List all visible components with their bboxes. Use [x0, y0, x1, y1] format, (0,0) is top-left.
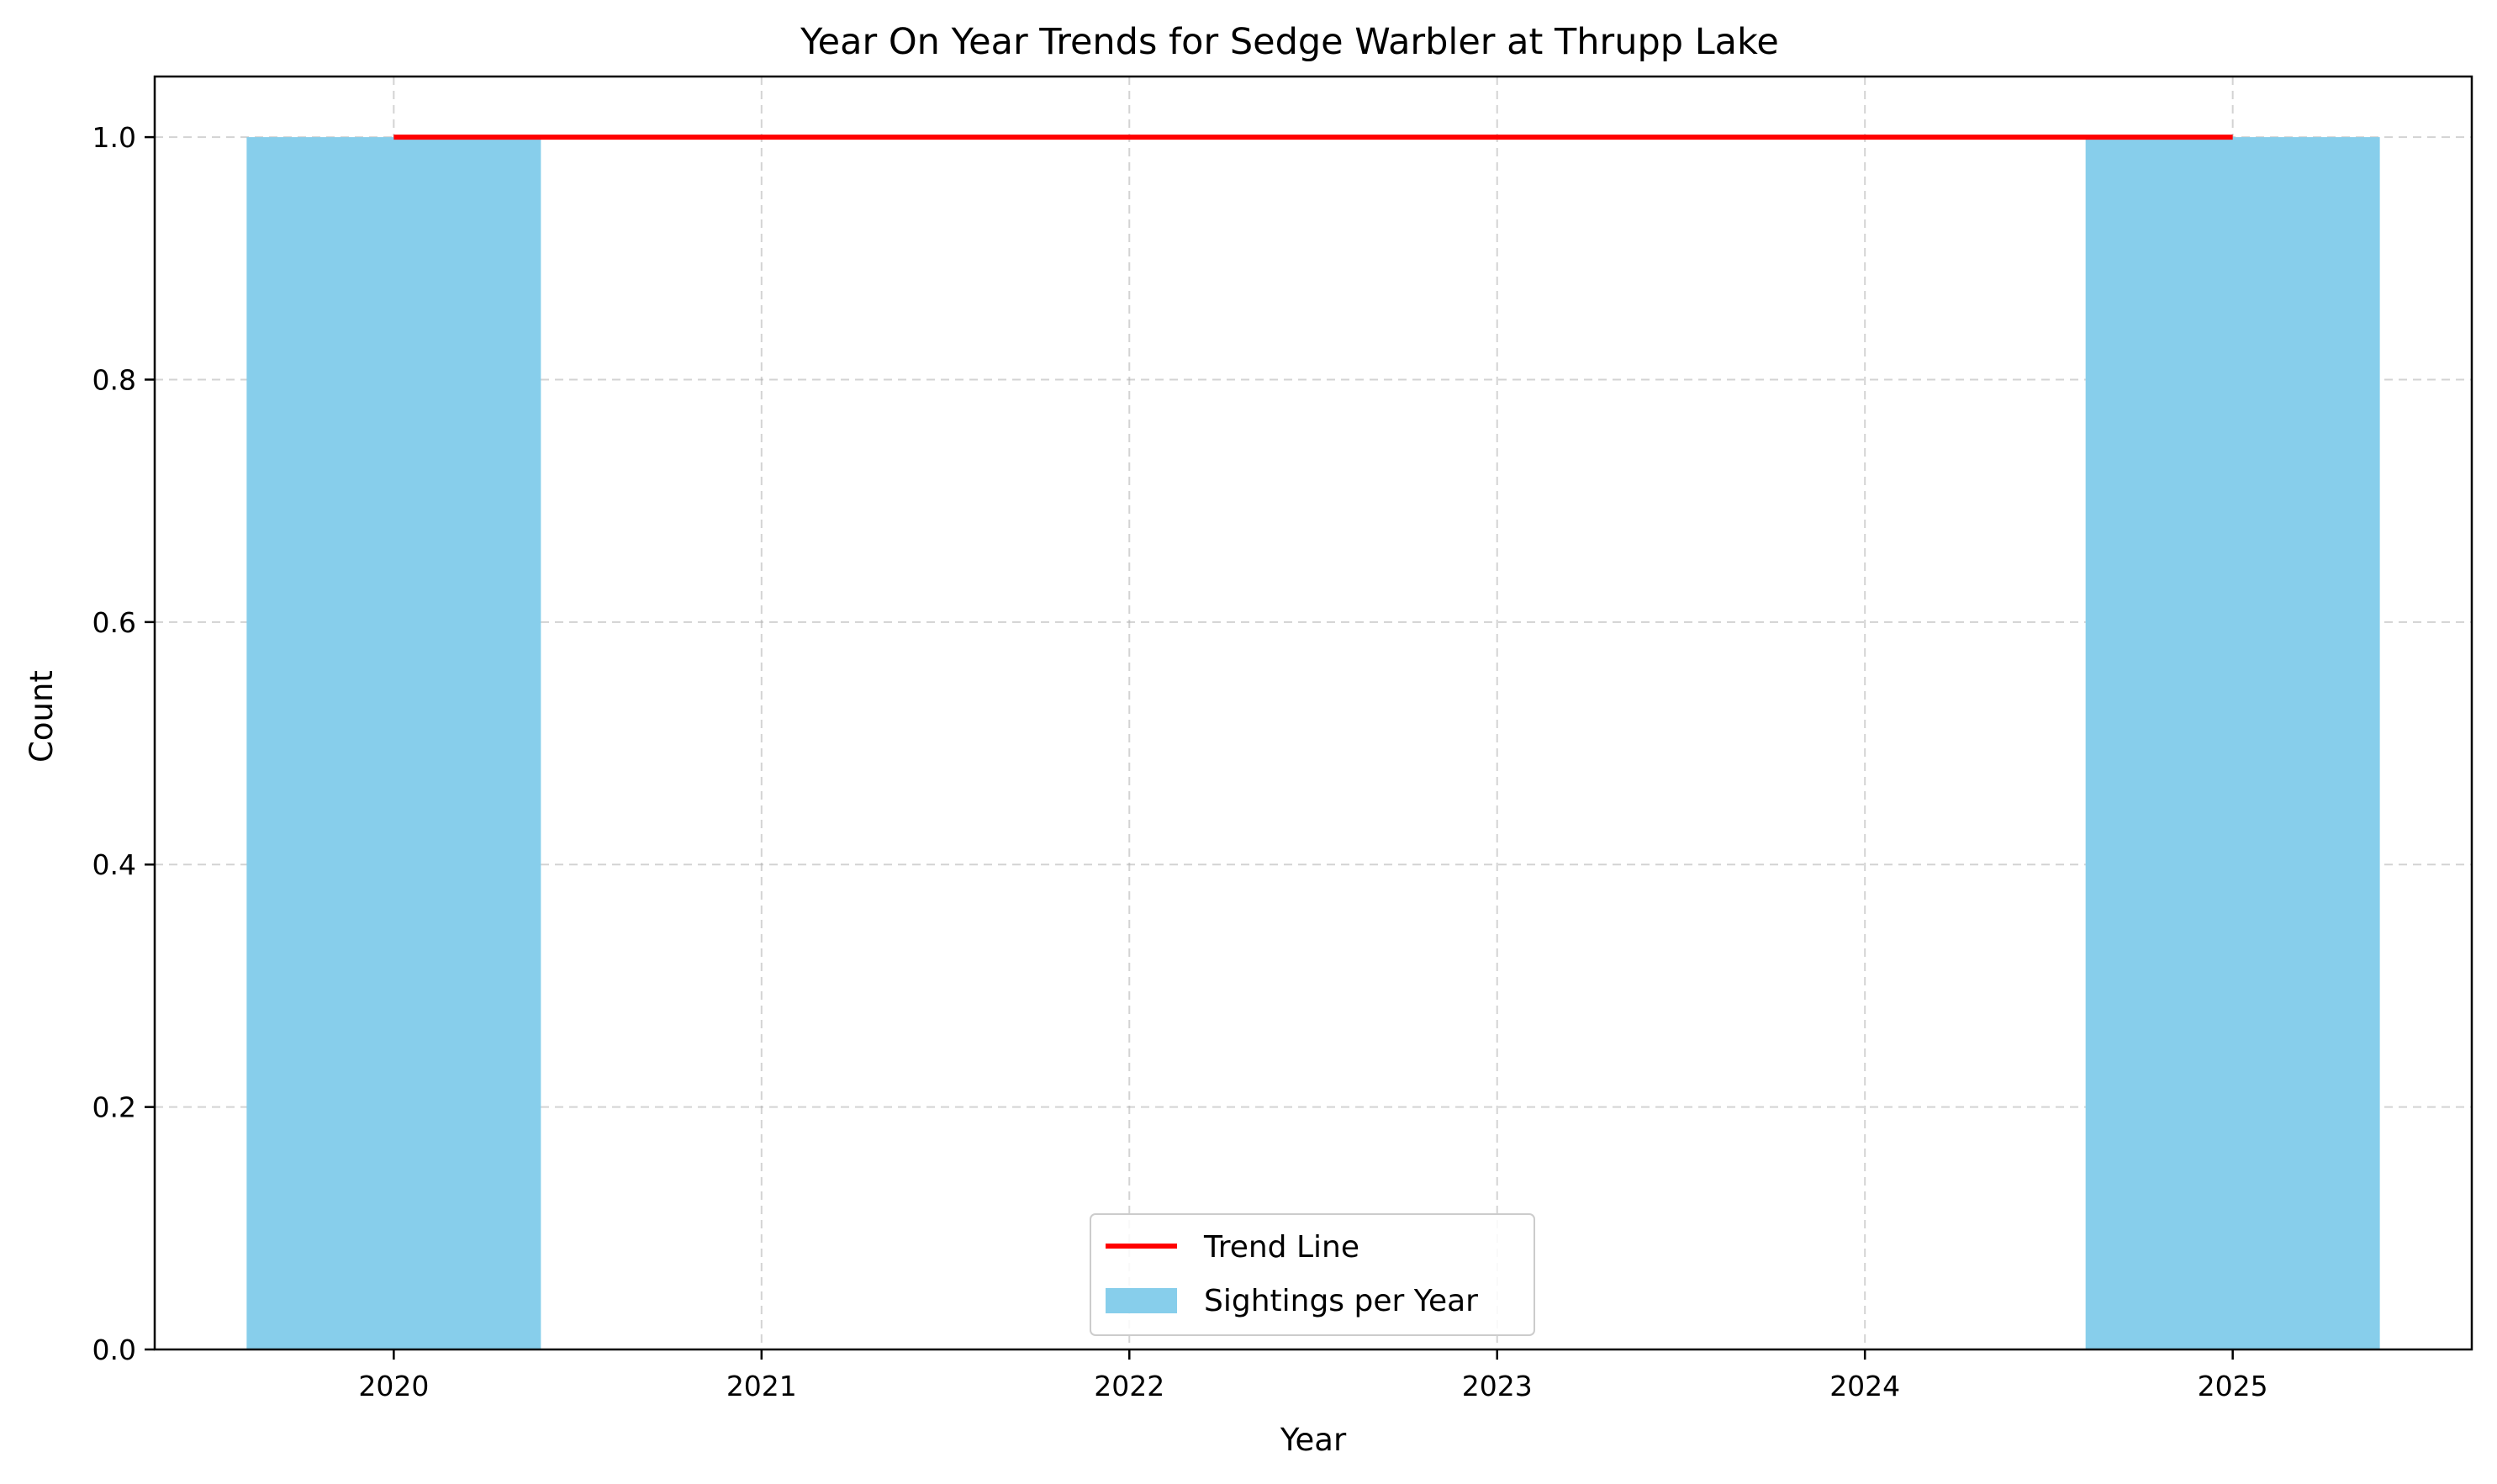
legend-label-1: Sightings per Year: [1204, 1284, 1478, 1318]
bars-layer: [246, 137, 2380, 1350]
y-tick-label-0: 0.0: [92, 1333, 136, 1366]
y-tick-label-5: 1.0: [92, 121, 136, 154]
y-tick-label-4: 0.8: [92, 363, 136, 396]
legend-box: [1090, 1213, 1535, 1336]
legend: Trend Line Sightings per Year: [1090, 1213, 1535, 1336]
y-tick-label-3: 0.6: [92, 606, 136, 639]
x-tick-label-2021: 2021: [726, 1370, 797, 1402]
x-tick-label-2020: 2020: [358, 1370, 429, 1402]
x-tick-label-2023: 2023: [1462, 1370, 1533, 1402]
y-axis-label: Count: [24, 670, 60, 763]
x-tick-label-2025: 2025: [2198, 1370, 2268, 1402]
legend-label-0: Trend Line: [1203, 1230, 1359, 1265]
bar-2020: [246, 137, 541, 1350]
plot-frame: [153, 75, 2473, 1351]
x-tick-label-2024: 2024: [1829, 1370, 1900, 1402]
y-tick-label-2: 0.4: [92, 848, 136, 881]
y-tick-label-1: 0.2: [92, 1091, 136, 1124]
bar-2025: [2085, 137, 2380, 1350]
x-tick-label-2022: 2022: [1094, 1370, 1164, 1402]
chart-title: Year On Year Trends for Sedge Warbler at…: [800, 21, 1779, 63]
legend-swatch-sightings: [1106, 1288, 1177, 1313]
x-axis-label: Year: [1280, 1422, 1347, 1458]
axes-layer: 2020 2021 2022 2023 2024 2025 0.0 0.2 0.4 0.6 0.8 1…: [92, 75, 2473, 1402]
